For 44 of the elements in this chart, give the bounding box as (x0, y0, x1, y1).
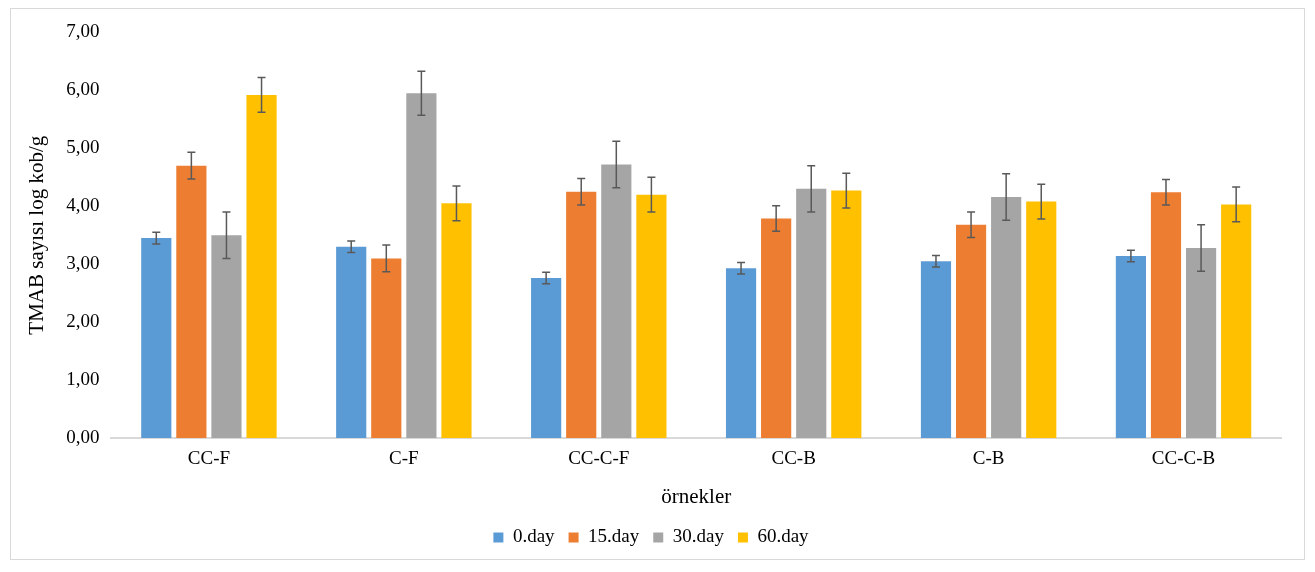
x-axis-title: örnekler (661, 483, 732, 508)
bar (176, 165, 207, 438)
bar (566, 191, 597, 438)
x-tick-label: CC-C-F (568, 447, 630, 469)
y-tick-label: 7,00 (66, 20, 100, 42)
y-tick-label: 3,00 (66, 252, 100, 274)
bar (831, 190, 862, 438)
bar (725, 268, 757, 438)
legend-label: 60.day (757, 525, 810, 547)
bar (1185, 247, 1217, 438)
bar (336, 246, 367, 438)
y-axis-title: TMAB sayısı log kob/g (24, 135, 49, 335)
y-tick-label: 0,00 (66, 425, 100, 447)
x-tick-label: C-F (389, 447, 419, 469)
bar (1150, 192, 1182, 438)
bar (601, 164, 632, 438)
y-tick-label: 1,00 (66, 368, 100, 390)
y-tick-label: 5,00 (66, 136, 100, 158)
bar (920, 261, 952, 438)
bar (141, 238, 172, 438)
bar (636, 194, 667, 438)
bar (406, 93, 437, 438)
bar (531, 278, 562, 438)
y-tick-label: 6,00 (66, 78, 100, 100)
bar (991, 196, 1022, 438)
bar (1026, 201, 1057, 438)
bar (211, 235, 242, 438)
bar (796, 188, 827, 438)
legend-label: 0.day (512, 525, 556, 547)
bar (761, 218, 792, 438)
bar (1115, 256, 1146, 438)
y-tick-label: 2,00 (66, 310, 100, 332)
bar (441, 203, 472, 438)
x-tick-label: CC-F (187, 447, 231, 469)
x-tick-label: C-B (972, 447, 1005, 469)
x-tick-label: CC-B (771, 447, 816, 469)
legend-label: 15.day (588, 525, 640, 547)
legend-label: 30.day (672, 525, 725, 547)
bar (955, 224, 987, 438)
bar (1221, 204, 1252, 438)
bar (371, 258, 402, 438)
x-tick-label: CC-C-B (1151, 447, 1216, 469)
y-tick-label: 4,00 (66, 194, 100, 216)
bar (246, 94, 277, 438)
